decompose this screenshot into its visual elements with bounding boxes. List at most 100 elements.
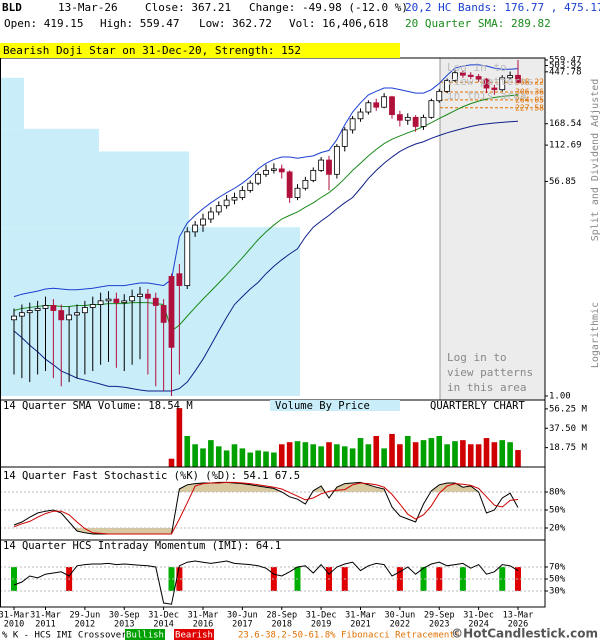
x-tick-year: 2014 bbox=[153, 620, 173, 630]
notice-line: Log in to bbox=[447, 61, 507, 74]
candle-body bbox=[294, 187, 301, 198]
candle-body bbox=[121, 300, 128, 304]
x-tick-year: 2022 bbox=[390, 620, 410, 630]
y-tick-label: 1.00 bbox=[549, 392, 571, 402]
bullish-key bbox=[125, 629, 165, 640]
candle-body bbox=[428, 100, 435, 118]
volume: Vol: 16,406,618 bbox=[289, 17, 388, 30]
volume-bar bbox=[420, 440, 427, 467]
x-tick-label: 29-Sep bbox=[424, 611, 455, 621]
candle-body bbox=[404, 116, 411, 121]
volume-bar bbox=[467, 444, 474, 467]
x-tick-label: 31-Dec bbox=[148, 611, 179, 621]
x-tick-label: 30-Sep bbox=[109, 611, 140, 621]
volume-bar bbox=[231, 444, 238, 467]
volume-bar bbox=[200, 448, 206, 467]
indicator-line bbox=[13, 481, 519, 535]
candle-body bbox=[160, 305, 167, 323]
candle-body bbox=[223, 199, 230, 207]
fib-label: 368.22 bbox=[515, 78, 544, 87]
candle-body bbox=[499, 77, 506, 91]
volume-bar bbox=[389, 433, 395, 467]
candle-body bbox=[452, 72, 458, 81]
candle-body bbox=[26, 310, 33, 314]
x-tick-label: 13-Mar bbox=[503, 611, 534, 621]
candle-body bbox=[349, 118, 356, 131]
bands-legend: 20,2 HC Bands: 176.77 , 475.17 bbox=[405, 1, 600, 14]
fib-label: 227.58 bbox=[515, 103, 544, 112]
bullish-signal bbox=[499, 567, 506, 591]
volume-by-price-bar bbox=[0, 151, 189, 228]
candle-body bbox=[168, 276, 175, 348]
notice-line: in this area bbox=[447, 381, 526, 394]
x-tick-label: 31-Mar bbox=[0, 611, 29, 621]
candle-body bbox=[215, 205, 222, 213]
x-tick-label: 31-Mar bbox=[30, 611, 61, 621]
volume-bar bbox=[412, 442, 419, 467]
x-tick-label: 31-Mar bbox=[188, 611, 219, 621]
x-tick-year: 2024 bbox=[468, 620, 488, 630]
x-tick-year: 2013 bbox=[114, 620, 134, 630]
side-label: Split and Dividend Adjusted bbox=[590, 79, 600, 242]
volume-bar bbox=[192, 444, 198, 467]
panel-title: 14 Quarter Fast Stochastic (%K) (%D): 54… bbox=[3, 470, 300, 482]
candle-body bbox=[483, 78, 490, 89]
x-tick-year: 2011 bbox=[35, 620, 55, 630]
x-tick-label: 30-Jun bbox=[227, 611, 258, 621]
quote-date: 13-Mar-26 bbox=[58, 1, 118, 14]
x-tick-year: 2012 bbox=[75, 620, 95, 630]
y-tick-label: 50% bbox=[549, 506, 566, 516]
bullish-signal bbox=[420, 567, 427, 591]
background-layer bbox=[0, 58, 545, 592]
bearish-signal bbox=[436, 567, 443, 591]
candle-body bbox=[50, 305, 57, 311]
y-tick-label: 18.75 M bbox=[549, 443, 588, 453]
fib-label: 306.36 bbox=[515, 87, 544, 96]
x-tick-year: 2016 bbox=[193, 620, 213, 630]
candle-body bbox=[81, 307, 88, 314]
banner-bg bbox=[0, 43, 400, 58]
candle-body bbox=[436, 90, 443, 102]
candle-body bbox=[302, 179, 309, 189]
overlay-line bbox=[13, 120, 519, 392]
volume-bar bbox=[263, 451, 269, 467]
x-tick-label: 29-Jun bbox=[70, 611, 101, 621]
marks-layer: 368.22306.36264.05227.5831-Mar201031-Mar… bbox=[0, 56, 588, 630]
credit: ©HotCandlestick.com bbox=[451, 627, 598, 640]
x-tick-year: 2021 bbox=[350, 620, 370, 630]
vbp-label-bg bbox=[270, 400, 400, 411]
candle-body bbox=[18, 312, 25, 317]
volume-bar bbox=[208, 440, 214, 467]
candle-body bbox=[515, 74, 521, 83]
volume-bar bbox=[491, 442, 498, 467]
candle-body bbox=[396, 114, 403, 121]
candle-body bbox=[105, 298, 112, 302]
panel-frame bbox=[0, 539, 546, 608]
bearish-signal bbox=[396, 567, 403, 591]
volume-bar bbox=[271, 452, 277, 467]
y-tick-label: 50% bbox=[549, 575, 566, 585]
candle-body bbox=[263, 169, 269, 175]
volume-bar bbox=[326, 442, 332, 467]
candle-body bbox=[152, 297, 159, 306]
y-tick-label: 447.78 bbox=[549, 67, 582, 77]
candle-body bbox=[239, 190, 246, 198]
volume-by-price-bar bbox=[0, 227, 300, 396]
volume-bar bbox=[184, 436, 191, 467]
volume-by-price-bar bbox=[0, 128, 99, 152]
x-tick-label: 31-Dec bbox=[306, 611, 337, 621]
candle-body bbox=[365, 102, 372, 113]
x-tick-label: 31-Mar bbox=[345, 611, 376, 621]
candle-body bbox=[34, 308, 41, 311]
x-tick-label: 28-Sep bbox=[266, 611, 297, 621]
y-tick-label: 56.85 bbox=[549, 177, 576, 187]
candle-body bbox=[310, 169, 317, 181]
candle-body bbox=[341, 129, 348, 147]
candle-body bbox=[176, 273, 183, 286]
candle-body bbox=[89, 304, 96, 308]
candle-body bbox=[255, 173, 262, 184]
candle-body bbox=[507, 75, 514, 79]
candle-body bbox=[200, 218, 206, 226]
footer-crossover: % K - HCS IMI Crossover: bbox=[2, 631, 132, 640]
volume-bar bbox=[444, 444, 450, 467]
